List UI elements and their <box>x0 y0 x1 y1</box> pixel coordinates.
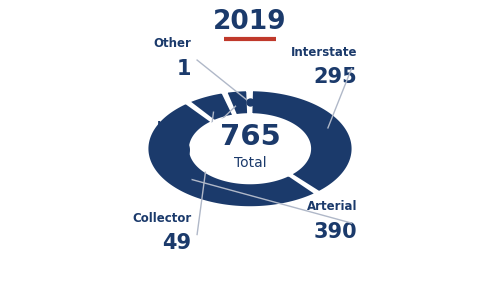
Text: 295: 295 <box>314 67 357 87</box>
Text: 765: 765 <box>220 123 280 151</box>
Text: 2019: 2019 <box>213 9 287 35</box>
Text: 30: 30 <box>162 142 192 162</box>
Polygon shape <box>251 90 353 192</box>
Polygon shape <box>248 90 251 115</box>
Text: Interstate: Interstate <box>291 46 357 59</box>
Polygon shape <box>147 103 316 208</box>
Polygon shape <box>226 90 248 116</box>
Text: 49: 49 <box>162 233 192 253</box>
Text: 390: 390 <box>314 222 357 242</box>
Text: Other: Other <box>154 37 192 50</box>
Text: Total: Total <box>234 156 266 170</box>
Polygon shape <box>190 115 310 183</box>
Text: Collector: Collector <box>132 212 192 225</box>
Text: Arterial: Arterial <box>307 200 357 213</box>
Text: 1: 1 <box>177 59 192 79</box>
Polygon shape <box>188 92 234 121</box>
Text: Local: Local <box>157 120 192 133</box>
